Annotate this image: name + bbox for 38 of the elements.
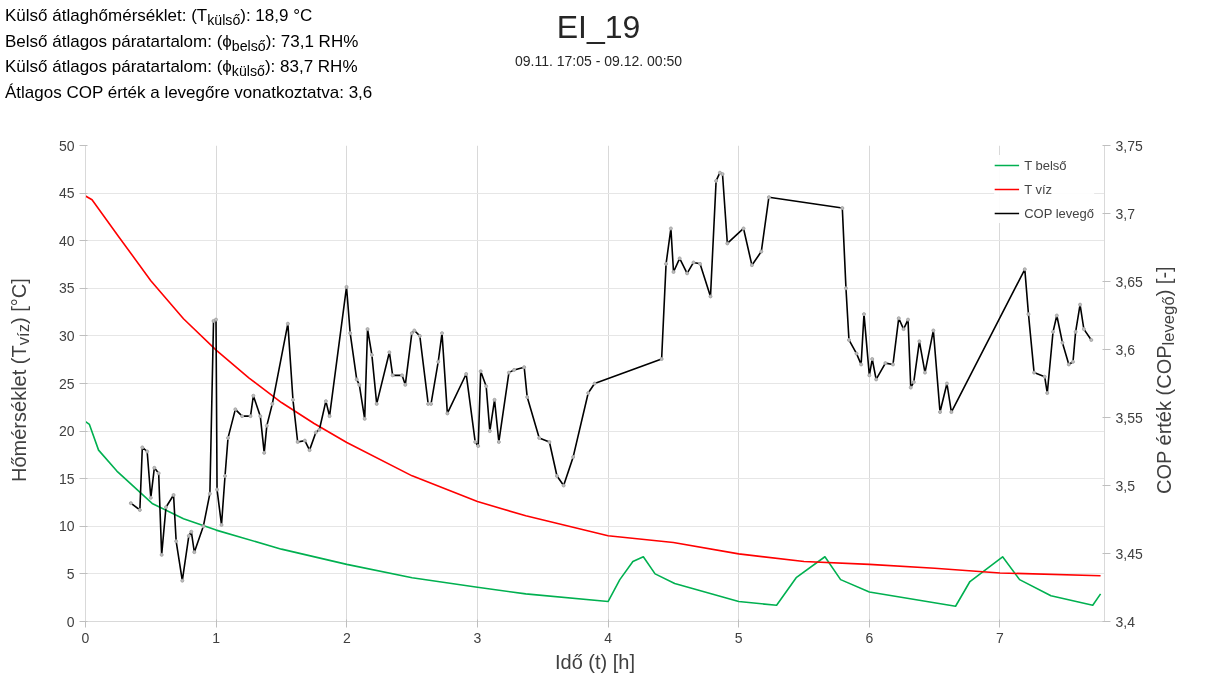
y2-tick-label: 3,7 [1115,205,1136,222]
legend-label: T belső [1024,157,1067,173]
y2-tick-label: 3,5 [1115,477,1136,494]
y-tick-label: 10 [58,518,75,535]
y-tick-label: 50 [58,137,75,154]
y-tick-label: 25 [58,375,75,392]
x-tick-label: 0 [81,629,90,646]
y-tick-label: 45 [58,185,75,202]
y2-tick-label: 3,4 [1115,613,1136,630]
legend-label: T víz [1024,181,1053,197]
y2-tick-label: 3,55 [1115,409,1143,426]
y-tick-label: 5 [66,565,75,582]
x-tick-label: 3 [473,629,482,646]
y-tick-label: 15 [58,470,75,487]
y-tick-label: 0 [66,613,75,630]
y2-tick-label: 3,75 [1115,137,1143,154]
x-tick-label: 1 [212,629,221,646]
legend-label: COP levegő [1024,205,1094,221]
text: Külső átlaghőmérséklet: (T$_{külső}$): 18,9 °C [5,6,313,29]
x-tick-label: 5 [734,629,743,646]
chart-subtitle: 09.11. 17:05 - 09.12. 00:50 [515,51,683,71]
x-tick-label: 7 [996,629,1005,646]
y2-tick-label: 3,65 [1115,273,1143,290]
y-tick-label: 40 [58,232,75,249]
y-tick-label: 20 [58,423,75,440]
x-tick-label: 2 [342,629,351,646]
y2-tick-label: 3,6 [1115,341,1136,358]
x-axis-title: Idő (t) [h] [554,650,636,673]
y2-tick-label: 3,45 [1115,545,1143,562]
y-tick-label: 35 [58,280,75,297]
line-series [85,420,1102,608]
x-tick-label: 4 [604,629,613,646]
text: Belső átlagos páratartalom: (ϕ$_{belső}$): 73,1 RH% [5,31,359,54]
x-tick-label: 6 [865,629,874,646]
y-tick-label: 30 [58,327,75,344]
chart-title: EI_19 [555,8,642,47]
text: Átlagos COP érték a levegőre vonatkoztatva: 3,6 [5,82,373,102]
text: Külső átlagos páratartalom: (ϕ$_{külső}$): 83,7 RH% [5,57,358,80]
